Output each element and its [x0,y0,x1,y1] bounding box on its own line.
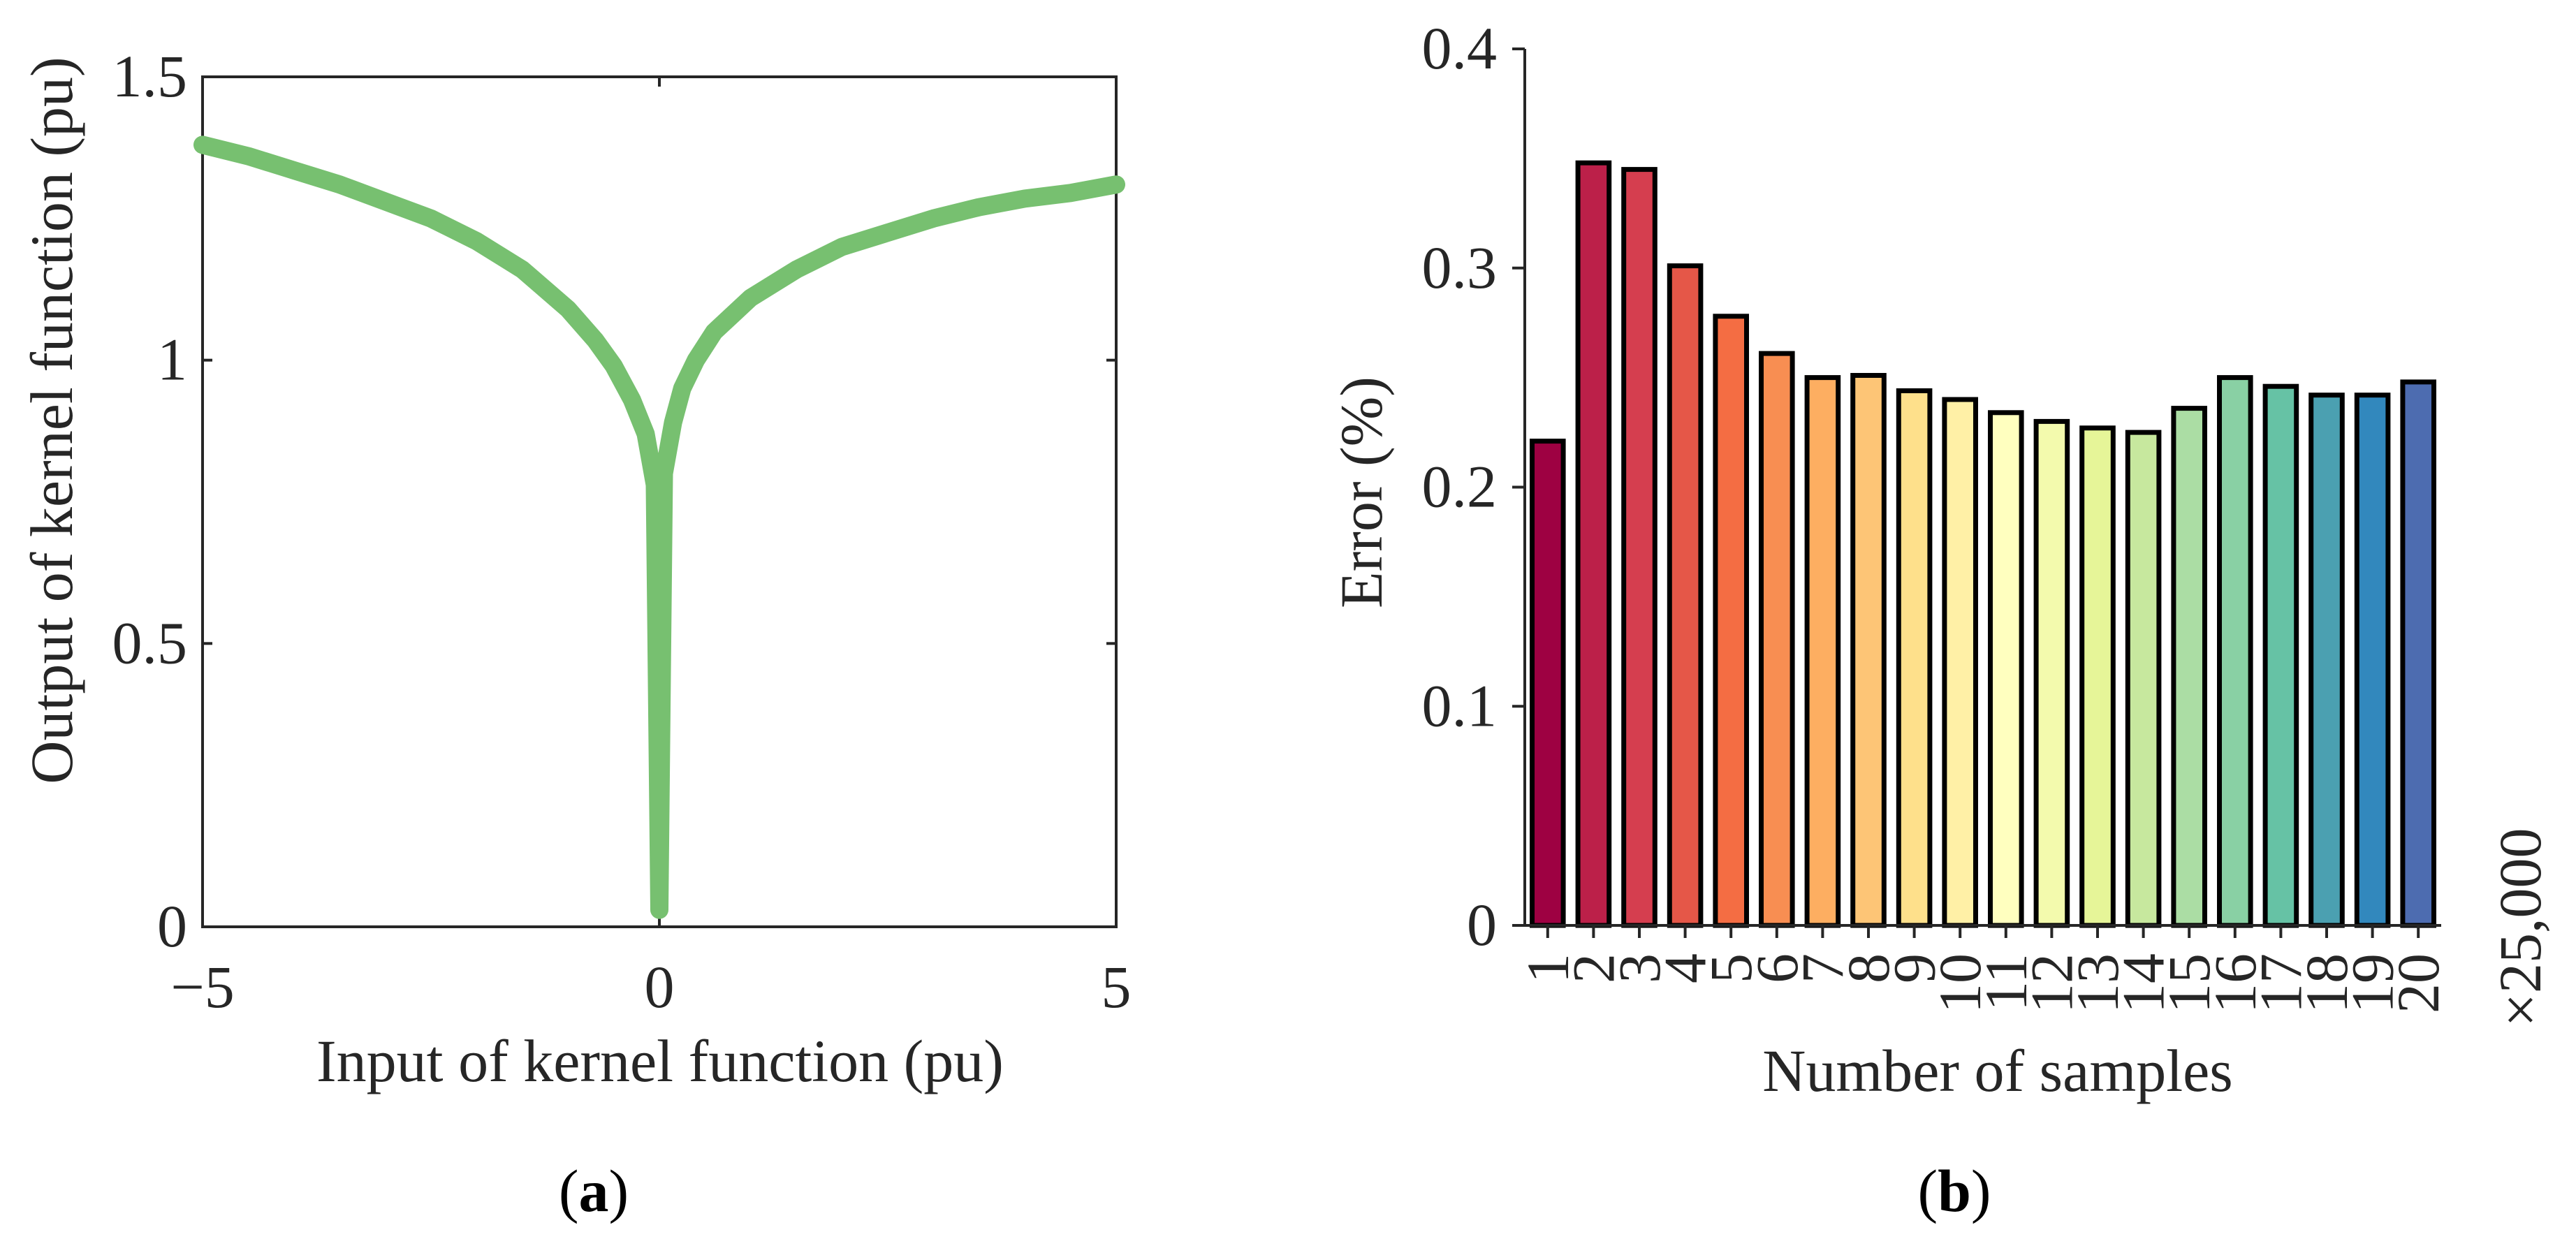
bar-9 [1896,388,1933,928]
panel-b-bar-chart: 00.10.20.30.4 12345678910111213141516171… [1328,15,2554,1224]
panel-b-xtick-label: 14 [2110,953,2177,1013]
panel-b-xtick-label: 10 [1926,953,1993,1013]
panel-b-bars [1530,160,2436,928]
bar-1 [1530,439,1566,928]
panel-a-line-chart: −5 0 5 0 0.5 1 1.5 Input of kernel funct… [18,43,1132,1224]
bar-17 [2262,383,2299,928]
panel-b-xtick-label: 20 [2385,953,2452,1013]
panel-b-xtick-label: 5 [1697,953,1764,983]
panel-b-xtick-label: 3 [1606,953,1673,983]
panel-a-y-axis-label: Output of kernel function (pu) [18,57,85,784]
panel-b-ytick-label: 0.4 [1422,15,1498,82]
bar-4 [1667,263,1704,928]
panel-b-xtick-label: 7 [1789,953,1856,983]
panel-b-multiplier-note: ×25,000 [2487,828,2554,1027]
bar-10 [1942,397,1978,928]
panel-b-caption: (b) [1917,1157,1991,1224]
panel-b-xtick-label: 1 [1514,953,1581,983]
panel-a-ytick-label: 0 [157,893,187,960]
kernel-function-line [193,135,1125,919]
panel-b-xtick-label: 11 [1973,953,2040,1011]
panel-b-xtick-label: 4 [1652,953,1719,983]
panel-a-tick-marks [201,75,1118,928]
panel-b-ytick-label: 0 [1467,891,1497,958]
bar-18 [2308,393,2345,928]
panel-b-xtick-label: 19 [2339,953,2406,1013]
panel-b-xtick-label: 6 [1743,953,1810,983]
panel-b-xtick-label: 2 [1560,953,1627,983]
panel-b-xtick-label: 17 [2247,953,2314,1013]
bar-13 [2079,425,2116,928]
panel-b-ytick-label: 0.1 [1422,672,1498,739]
panel-b-xtick-label: 15 [2156,953,2223,1013]
panel-b-xtick-label: 12 [2018,953,2085,1013]
panel-a-ytick-label: 0.5 [112,609,188,676]
bar-20 [2400,379,2436,928]
bar-8 [1850,373,1887,928]
bar-19 [2354,393,2391,928]
panel-b-xtick-label: 9 [1881,953,1948,983]
bar-12 [2033,418,2070,928]
panel-a-ytick-label: 1 [157,326,187,393]
bar-5 [1713,314,1749,928]
bar-14 [2125,430,2162,928]
panel-b-xtick-label: 18 [2293,953,2360,1013]
panel-b-xtick-label: 8 [1835,953,1902,983]
panel-b-y-axis-label: Error (%) [1328,376,1395,608]
panel-a-caption: (a) [559,1157,629,1224]
panel-a-xtick-label: 0 [645,953,675,1020]
bar-15 [2171,406,2207,928]
panel-b-ytick-label: 0.2 [1422,453,1498,520]
panel-b-xtick-label: 13 [2064,953,2131,1013]
panel-a-xtick-label: 5 [1102,953,1132,1020]
bar-11 [1988,410,2024,928]
bar-6 [1759,351,1795,928]
panel-a-x-axis-label: Input of kernel function (pu) [316,1027,1004,1094]
bar-16 [2217,375,2253,928]
panel-b-ytick-label: 0.3 [1422,234,1498,301]
bar-3 [1621,167,1657,928]
panel-b-xtick-label: 16 [2202,953,2269,1013]
panel-a-ytick-label: 1.5 [112,43,188,110]
panel-a-xtick-label: −5 [170,953,235,1020]
bar-2 [1575,160,1612,928]
panel-b-axes [1512,47,2441,938]
panel-b-x-axis-label: Number of samples [1762,1037,2233,1104]
bar-7 [1804,375,1841,928]
panel-b-ytick-labels: 0 0.1 0.2 0.3 0.4 [1422,15,1498,958]
